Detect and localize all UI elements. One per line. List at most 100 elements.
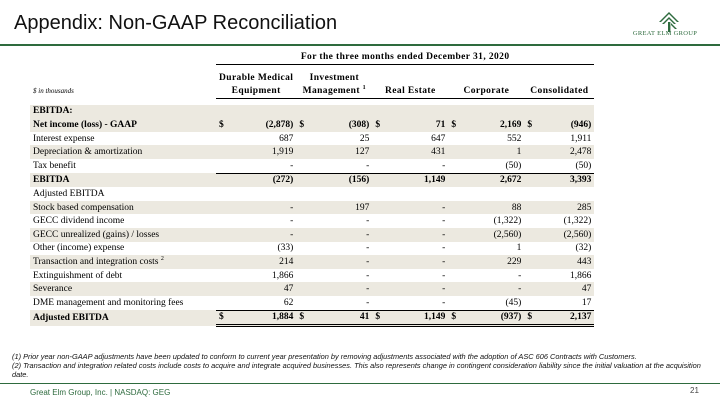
row-label: DME management and monitoring fees bbox=[33, 297, 184, 308]
footnote-1: (1) Prior year non-GAAP adjustments have… bbox=[12, 352, 637, 361]
row-label: Severance bbox=[30, 282, 216, 296]
cell-value: 47 bbox=[230, 282, 297, 296]
cell-value: - bbox=[290, 216, 294, 227]
row-label: Stock based compensation bbox=[30, 200, 216, 215]
cell-value: - bbox=[518, 270, 522, 281]
cell-value: - bbox=[366, 297, 370, 308]
cell-value: (50) bbox=[505, 160, 522, 171]
cell-value: - bbox=[290, 160, 294, 171]
cell-value: 197 bbox=[310, 200, 373, 215]
currency-symbol bbox=[372, 187, 386, 201]
column-header-consolidated: Consolidated bbox=[524, 64, 595, 99]
cell-value: 1,884 bbox=[230, 309, 297, 328]
currency-symbol bbox=[448, 242, 462, 256]
currency-symbol bbox=[372, 145, 387, 159]
table-row: Net income (loss) - GAAP $ (2,878) $ (308) $7… bbox=[30, 118, 595, 132]
cell-value: 47 bbox=[538, 282, 595, 296]
table-row: Adjusted EBITDA $1,884 $41 $1,149 $ (937) $2,1… bbox=[30, 309, 595, 328]
cell-value: - bbox=[366, 270, 370, 281]
table-row: DME management and monitoring fees 62 - - (4… bbox=[30, 296, 594, 310]
currency-symbol bbox=[372, 132, 386, 146]
logo-text: GREAT ELM GROUP bbox=[632, 30, 698, 37]
row-label: Other (income) expense bbox=[33, 243, 125, 254]
cell-value: 71 bbox=[386, 118, 449, 132]
row-label: EBITDA bbox=[30, 173, 216, 188]
currency-symbol bbox=[524, 242, 538, 256]
cell-value: 214 bbox=[230, 255, 297, 269]
cell-value: - bbox=[310, 227, 373, 242]
currency-symbol bbox=[448, 227, 463, 242]
currency-symbol bbox=[524, 227, 539, 242]
currency-symbol bbox=[216, 132, 231, 146]
currency-symbol bbox=[216, 282, 231, 296]
cell-value: 127 bbox=[310, 145, 373, 159]
currency-symbol bbox=[372, 227, 387, 242]
footnote-2: (2) Transaction and integration related … bbox=[12, 361, 701, 379]
currency-symbol bbox=[296, 172, 311, 188]
column-header-real-estate: Real Estate bbox=[372, 64, 449, 99]
currency-symbol: $ bbox=[372, 309, 387, 328]
cell-value: (2,560) bbox=[538, 227, 595, 242]
cell-value: - bbox=[442, 297, 446, 308]
currency-symbol bbox=[448, 282, 463, 296]
cell-value: - bbox=[386, 227, 449, 242]
table-row: Other (income) expense (33) - - 1 (32) bbox=[30, 242, 594, 256]
cell-value: - bbox=[366, 160, 370, 171]
currency-symbol bbox=[296, 132, 310, 146]
cell-value: 687 bbox=[279, 133, 294, 144]
currency-symbol bbox=[216, 296, 231, 310]
currency-symbol: $ bbox=[296, 118, 311, 132]
cell-value: (937) bbox=[462, 309, 525, 328]
currency-symbol bbox=[448, 132, 462, 146]
currency-symbol bbox=[372, 282, 387, 296]
cell-value: - bbox=[386, 282, 449, 296]
currency-symbol bbox=[296, 269, 310, 283]
currency-symbol bbox=[296, 145, 311, 159]
cell-value: 1 bbox=[462, 145, 525, 159]
currency-symbol: $ bbox=[296, 309, 311, 328]
slide-title: Appendix: Non-GAAP Reconciliation bbox=[14, 12, 338, 34]
cell-value: 2,137 bbox=[538, 309, 595, 328]
currency-symbol bbox=[216, 145, 231, 159]
currency-symbol bbox=[524, 255, 539, 269]
currency-symbol bbox=[448, 200, 463, 215]
cell-value: - bbox=[230, 200, 297, 215]
table-row: Depreciation & amortization 1,919 127 431 1 2… bbox=[30, 145, 595, 159]
currency-symbol bbox=[216, 255, 231, 269]
currency-symbol bbox=[372, 255, 387, 269]
cell-value: - bbox=[366, 243, 370, 254]
footer-rule bbox=[0, 383, 720, 384]
cell-value: - bbox=[310, 282, 373, 296]
cell-value: 2,672 bbox=[462, 172, 525, 188]
currency-symbol: $ bbox=[216, 309, 231, 328]
currency-symbol bbox=[448, 159, 462, 173]
cell-value: - bbox=[442, 216, 446, 227]
period-header: For the three months ended December 31, … bbox=[216, 50, 595, 65]
currency-symbol: $ bbox=[448, 309, 463, 328]
cell-value: - bbox=[386, 200, 449, 215]
header-rule bbox=[0, 44, 720, 46]
currency-symbol bbox=[372, 200, 387, 215]
cell-value: 647 bbox=[431, 133, 446, 144]
table-row: Stock based compensation -197-88 285 bbox=[30, 200, 595, 215]
cell-value bbox=[538, 187, 594, 201]
currency-symbol bbox=[216, 200, 231, 215]
row-label: Transaction and integration costs 2 bbox=[30, 255, 216, 269]
currency-symbol bbox=[524, 296, 538, 310]
table-row: Adjusted EBITDA bbox=[30, 187, 594, 201]
currency-symbol bbox=[448, 255, 463, 269]
cell-value: 285 bbox=[538, 200, 595, 215]
row-label: Interest expense bbox=[33, 133, 95, 144]
currency-symbol bbox=[216, 159, 231, 173]
currency-symbol bbox=[296, 159, 310, 173]
cell-value bbox=[310, 187, 372, 201]
currency-symbol bbox=[524, 172, 539, 188]
cell-value: 1,149 bbox=[386, 309, 449, 328]
cell-value bbox=[462, 187, 524, 201]
cell-value: (2,878) bbox=[230, 118, 297, 132]
currency-symbol bbox=[448, 296, 462, 310]
currency-symbol bbox=[296, 242, 310, 256]
currency-symbol bbox=[372, 269, 386, 283]
table-row: Severance 47- - -47 bbox=[30, 282, 595, 296]
cell-value: - bbox=[442, 160, 446, 171]
